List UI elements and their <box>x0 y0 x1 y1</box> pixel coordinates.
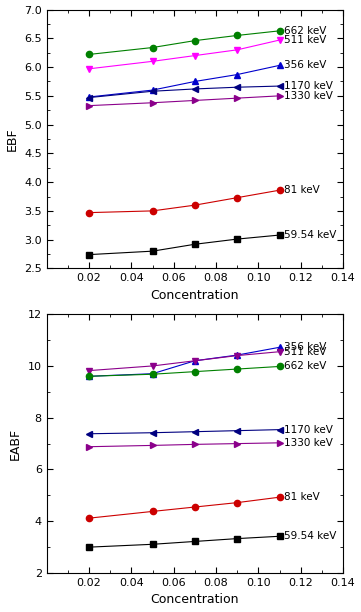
X-axis label: Concentration: Concentration <box>151 289 239 302</box>
Text: 1330 keV: 1330 keV <box>284 438 333 448</box>
Text: 662 keV: 662 keV <box>284 26 326 36</box>
Text: 59.54 keV: 59.54 keV <box>284 230 336 240</box>
Text: 356 keV: 356 keV <box>284 61 326 70</box>
Y-axis label: EABF: EABF <box>9 428 22 460</box>
Text: 511 keV: 511 keV <box>284 347 326 357</box>
Text: 59.54 keV: 59.54 keV <box>284 531 336 541</box>
Text: 81 keV: 81 keV <box>284 185 319 195</box>
X-axis label: Concentration: Concentration <box>151 594 239 606</box>
Text: 1170 keV: 1170 keV <box>284 81 333 91</box>
Text: 1170 keV: 1170 keV <box>284 425 333 435</box>
Text: 1330 keV: 1330 keV <box>284 91 333 101</box>
Y-axis label: EBF: EBF <box>5 127 18 151</box>
Text: 81 keV: 81 keV <box>284 492 319 502</box>
Text: 356 keV: 356 keV <box>284 342 326 353</box>
Text: 662 keV: 662 keV <box>284 362 326 371</box>
Text: 511 keV: 511 keV <box>284 35 326 45</box>
